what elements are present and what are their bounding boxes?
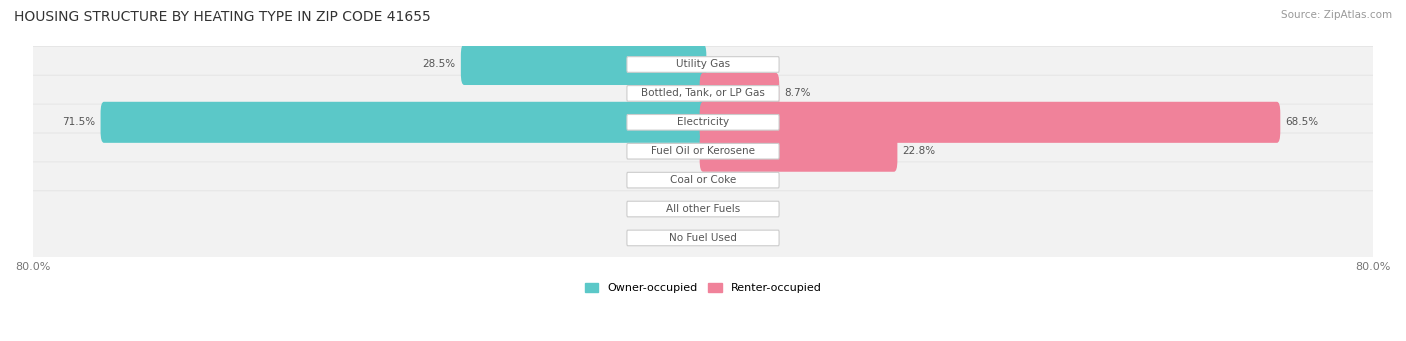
- FancyBboxPatch shape: [22, 133, 1384, 227]
- Text: 0.0%: 0.0%: [666, 175, 693, 185]
- FancyBboxPatch shape: [627, 172, 779, 188]
- Text: 0.0%: 0.0%: [666, 88, 693, 99]
- FancyBboxPatch shape: [22, 104, 1384, 198]
- FancyBboxPatch shape: [101, 102, 706, 143]
- FancyBboxPatch shape: [700, 73, 779, 114]
- FancyBboxPatch shape: [627, 230, 779, 246]
- Text: Bottled, Tank, or LP Gas: Bottled, Tank, or LP Gas: [641, 88, 765, 99]
- Text: Coal or Coke: Coal or Coke: [669, 175, 737, 185]
- Text: 0.0%: 0.0%: [713, 204, 740, 214]
- Text: 71.5%: 71.5%: [62, 117, 96, 127]
- FancyBboxPatch shape: [627, 57, 779, 72]
- FancyBboxPatch shape: [461, 44, 706, 85]
- Text: HOUSING STRUCTURE BY HEATING TYPE IN ZIP CODE 41655: HOUSING STRUCTURE BY HEATING TYPE IN ZIP…: [14, 10, 430, 24]
- Text: 0.0%: 0.0%: [666, 204, 693, 214]
- FancyBboxPatch shape: [22, 191, 1384, 285]
- Text: 28.5%: 28.5%: [423, 59, 456, 70]
- Text: 0.0%: 0.0%: [666, 233, 693, 243]
- Text: Electricity: Electricity: [676, 117, 730, 127]
- FancyBboxPatch shape: [700, 131, 897, 172]
- FancyBboxPatch shape: [22, 17, 1384, 112]
- Text: 0.0%: 0.0%: [666, 146, 693, 156]
- Text: 8.7%: 8.7%: [785, 88, 811, 99]
- FancyBboxPatch shape: [700, 102, 1281, 143]
- Text: Fuel Oil or Kerosene: Fuel Oil or Kerosene: [651, 146, 755, 156]
- FancyBboxPatch shape: [627, 115, 779, 130]
- FancyBboxPatch shape: [627, 201, 779, 217]
- Text: 0.0%: 0.0%: [713, 233, 740, 243]
- Text: No Fuel Used: No Fuel Used: [669, 233, 737, 243]
- Text: 68.5%: 68.5%: [1285, 117, 1319, 127]
- FancyBboxPatch shape: [22, 46, 1384, 140]
- Text: 0.0%: 0.0%: [713, 175, 740, 185]
- Text: 0.0%: 0.0%: [713, 59, 740, 70]
- Text: Utility Gas: Utility Gas: [676, 59, 730, 70]
- FancyBboxPatch shape: [627, 86, 779, 101]
- Text: Source: ZipAtlas.com: Source: ZipAtlas.com: [1281, 10, 1392, 20]
- Text: All other Fuels: All other Fuels: [666, 204, 740, 214]
- Text: 22.8%: 22.8%: [903, 146, 935, 156]
- FancyBboxPatch shape: [22, 162, 1384, 256]
- Legend: Owner-occupied, Renter-occupied: Owner-occupied, Renter-occupied: [581, 279, 825, 298]
- FancyBboxPatch shape: [22, 75, 1384, 169]
- FancyBboxPatch shape: [627, 144, 779, 159]
